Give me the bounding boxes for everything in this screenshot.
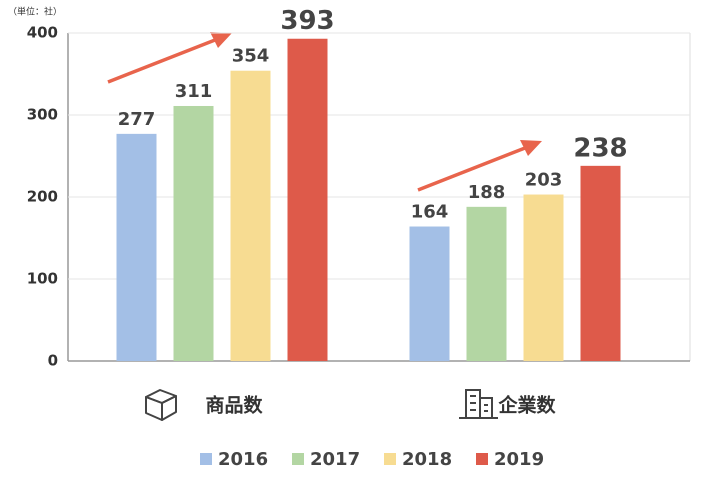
data-label: 203 [525,170,563,191]
data-label: 188 [468,182,506,203]
unit-label: （単位：社） [8,6,62,18]
data-label: 164 [411,202,449,223]
bar [116,133,157,361]
y-tick-label: 400 [27,24,58,42]
x-tick-label: 企業数 [497,394,556,417]
bar [230,70,271,361]
y-tick-label: 0 [48,352,58,370]
data-label: 277 [118,109,156,130]
y-tick-label: 300 [27,106,58,124]
bar [580,165,621,361]
trend-arrow [417,140,542,192]
data-label: 311 [175,81,213,102]
box-icon [145,389,177,421]
bar [523,194,564,361]
legend-swatch [384,453,396,465]
legend-label: 2019 [494,449,544,470]
legend-swatch [476,453,488,465]
data-label: 393 [280,6,334,36]
y-tick-label: 200 [27,188,58,206]
trend-arrow [107,32,232,84]
x-tick-label: 商品数 [205,394,263,417]
building-icon [459,389,498,419]
legend-label: 2017 [310,449,360,470]
legend-swatch [200,453,212,465]
data-label: 354 [232,46,270,67]
bar [409,226,450,361]
bar [173,105,214,361]
legend-label: 2018 [402,449,452,470]
y-tick-label: 100 [27,270,58,288]
legend-swatch [292,453,304,465]
bar [287,38,328,362]
legend-label: 2016 [218,449,268,470]
data-label: 238 [573,133,627,163]
bar [466,206,507,361]
